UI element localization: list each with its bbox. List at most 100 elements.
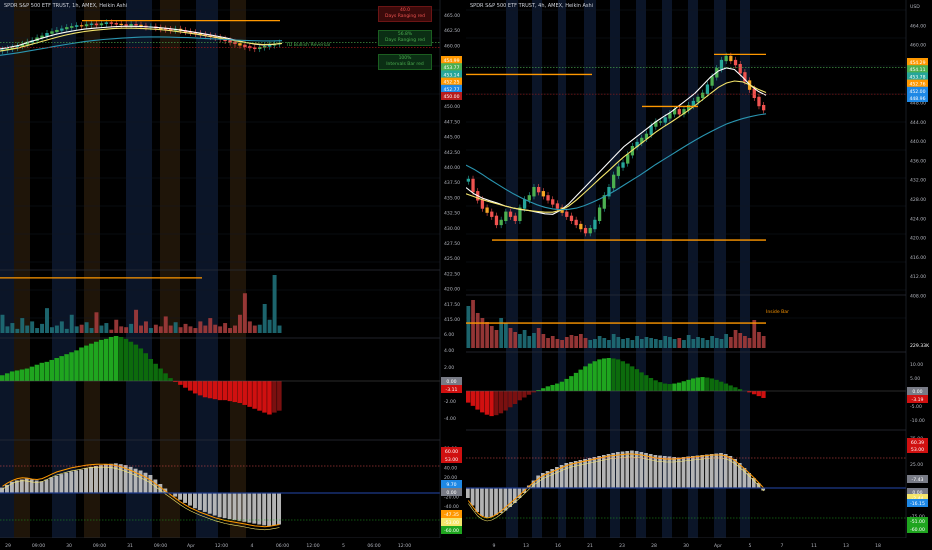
- macd-tag: -3.11: [446, 387, 458, 393]
- oscillator-bar: [24, 478, 29, 493]
- oscillator-bar: [79, 469, 84, 493]
- volume-bar: [714, 338, 719, 348]
- oscillator-bar: [728, 456, 733, 488]
- oscillator-axis-label: 40.00: [444, 465, 457, 471]
- oscillator-tag: -60.00: [910, 527, 925, 533]
- volume-bar: [153, 324, 158, 333]
- macd-histogram-bar: [252, 381, 257, 409]
- price-tag: 454.11: [909, 67, 925, 73]
- oscillator-axis-label: 20.00: [444, 475, 457, 481]
- oscillator-bar: [723, 454, 728, 488]
- macd-histogram-bar: [143, 353, 149, 381]
- oscillator-bar: [742, 468, 747, 488]
- macd-histogram-bar: [59, 356, 64, 381]
- oscillator-bar: [545, 471, 550, 488]
- time-axis-label: 06:00: [367, 543, 380, 549]
- oscillator-bar: [541, 473, 545, 488]
- volume-bar: [607, 340, 611, 348]
- oscillator-tag: -60.00: [444, 528, 459, 534]
- oscillator-bar: [183, 493, 188, 503]
- volume-bar: [5, 326, 10, 333]
- candle: [243, 44, 247, 47]
- volume-bar: [499, 318, 504, 348]
- macd-histogram-bar: [178, 381, 183, 385]
- signal-box-value: 100%: [398, 56, 412, 61]
- price-axis-label: 422.50: [444, 271, 460, 277]
- macd-axis-label: 5.00: [910, 376, 920, 382]
- oscillator-bar: [508, 488, 512, 507]
- time-axis-label: 06:00: [276, 543, 289, 549]
- oscillator-fast-line: [2, 466, 280, 531]
- price-tag: 453.77: [443, 65, 459, 71]
- volume-bar: [733, 330, 738, 348]
- price-axis-label: 462.50: [444, 28, 460, 34]
- session-band: [584, 0, 596, 538]
- macd-histogram-bar: [700, 377, 705, 391]
- candle: [654, 121, 658, 127]
- candle: [527, 195, 531, 201]
- price-axis-label: 465.00: [444, 13, 460, 19]
- volume-bar: [228, 328, 233, 333]
- volume-bar: [35, 328, 40, 333]
- right-chart-canvas[interactable]: USD464.00460.00456.00452.00448.00444.004…: [466, 0, 932, 550]
- price-tag-bg: [907, 79, 928, 88]
- oscillator-bar: [94, 466, 98, 493]
- macd-histogram-bar: [188, 381, 193, 391]
- volume-bar: [480, 318, 485, 348]
- price-tag: 450.00: [443, 94, 459, 100]
- price-axis-label: 408.00: [910, 294, 926, 300]
- macd-histogram-bar: [526, 391, 532, 395]
- session-band: [714, 0, 726, 538]
- oscillator-bar: [19, 479, 24, 493]
- candle: [99, 23, 104, 26]
- macd-histogram-bar: [620, 361, 625, 391]
- candle: [541, 191, 545, 197]
- volume-bar: [672, 339, 677, 348]
- candle: [504, 211, 508, 222]
- oscillator-bar: [658, 455, 662, 488]
- oscillator-bar: [252, 493, 257, 524]
- candle: [89, 23, 94, 25]
- price-tag: 453.14: [443, 72, 459, 78]
- price-axis-label: 428.00: [910, 197, 926, 203]
- price-axis-label: 444.00: [910, 120, 926, 126]
- candle: [668, 113, 672, 119]
- oscillator-bar: [113, 463, 118, 493]
- oscillator-bar: [84, 468, 89, 493]
- oscillator-bar: [153, 479, 158, 493]
- right-chart-panel[interactable]: USD464.00460.00456.00452.00448.00444.004…: [466, 0, 932, 550]
- candle: [663, 117, 667, 123]
- oscillator-tag: 9.70: [446, 482, 456, 488]
- price-tag-bg: [441, 84, 462, 93]
- macd-histogram-bar: [84, 345, 89, 381]
- candle: [677, 109, 681, 115]
- volume-bar: [178, 327, 183, 333]
- oscillator-axis-label: -40.00: [444, 504, 459, 510]
- macd-histogram-bar: [49, 359, 55, 381]
- macd-histogram-bar: [466, 391, 471, 403]
- volume-bar: [173, 322, 178, 333]
- volume-bar: [644, 337, 649, 348]
- macd-histogram-bar: [267, 381, 272, 415]
- macd-histogram-bar: [611, 358, 616, 391]
- left-chart-panel[interactable]: 465.00462.50460.00457.50455.00452.50450.…: [0, 0, 466, 550]
- volume-bar: [218, 326, 223, 333]
- macd-histogram-bar: [681, 381, 686, 391]
- signal-box-value: 40.0: [399, 8, 411, 13]
- oscillator-bar: [69, 471, 74, 493]
- macd-histogram-bar: [227, 381, 233, 402]
- volume-bar: [743, 336, 747, 348]
- macd-histogram-bar: [695, 377, 700, 391]
- volume-bar: [719, 339, 724, 348]
- macd-histogram-bar: [0, 375, 5, 381]
- volume-bar: [560, 340, 564, 348]
- left-chart-canvas[interactable]: 465.00462.50460.00457.50455.00452.50450.…: [0, 0, 466, 550]
- price-axis-label: 436.00: [910, 158, 926, 164]
- macd-histogram-bar: [153, 363, 158, 381]
- volume-bar: [109, 329, 114, 333]
- oscillator-bar: [49, 477, 54, 493]
- session-band: [558, 0, 566, 538]
- macd-histogram-bar: [494, 391, 499, 416]
- annotation-text: Inside Bar: [766, 309, 789, 315]
- oscillator-bar: [597, 456, 601, 488]
